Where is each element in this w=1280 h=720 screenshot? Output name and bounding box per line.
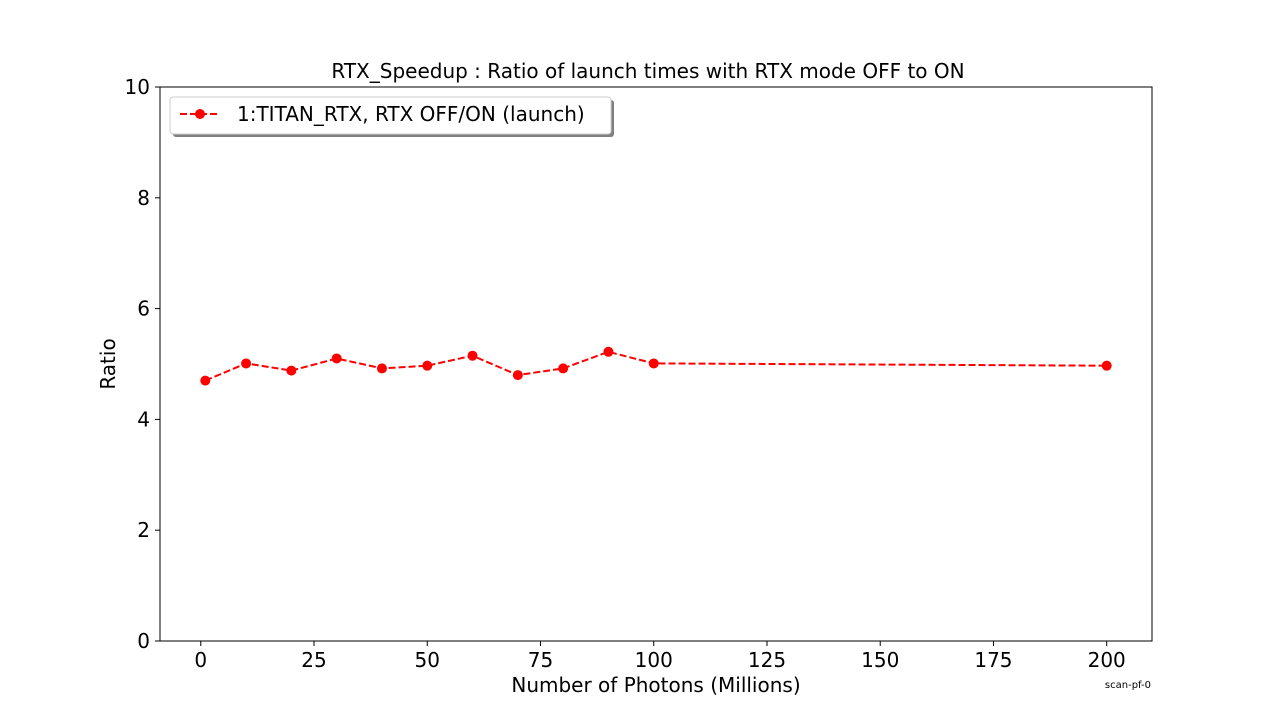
legend-label: 1:TITAN_RTX, RTX OFF/ON (launch)	[237, 102, 585, 126]
legend-box	[169, 96, 612, 135]
series-line	[204, 350, 1107, 382]
data-point	[200, 375, 211, 386]
y-axis-label: Ratio	[96, 338, 120, 389]
y-tick-label: 4	[137, 407, 150, 431]
data-point	[467, 350, 478, 361]
x-tick-label: 125	[748, 648, 786, 672]
x-axis-label: Number of Photons (Millions)	[511, 673, 800, 697]
data-point	[376, 363, 387, 374]
chart-title: RTX_Speedup : Ratio of launch times with…	[331, 59, 964, 83]
series-layer	[200, 346, 1112, 386]
plot-area-frame	[159, 86, 1153, 642]
y-tick-label: 6	[137, 297, 150, 321]
data-point	[241, 358, 252, 369]
x-tick-label: 100	[635, 648, 673, 672]
x-tick-label: 150	[861, 648, 899, 672]
x-tick-label: 200	[1088, 648, 1126, 672]
x-tick-label: 25	[301, 648, 326, 672]
x-tick-label: 75	[528, 648, 553, 672]
data-point	[603, 346, 614, 357]
x-tick-label: 50	[415, 648, 440, 672]
y-tick-label: 2	[137, 518, 150, 542]
data-point	[558, 363, 569, 374]
y-tick-label: 10	[125, 75, 150, 99]
data-point	[331, 353, 342, 364]
data-point	[286, 365, 297, 376]
legend: 1:TITAN_RTX, RTX OFF/ON (launch)	[169, 96, 614, 137]
axis-ticks: 0 25 50 75 100 125 150 175 200 0 2 4 6 8 10	[125, 75, 1126, 672]
x-tick-label: 0	[194, 648, 207, 672]
legend-marker-swatch	[195, 109, 205, 119]
y-tick-label: 0	[137, 629, 150, 653]
y-tick-label: 8	[137, 186, 150, 210]
data-point	[1101, 360, 1112, 371]
data-point	[512, 370, 523, 381]
footer-tag: scan-pf-0	[1105, 680, 1151, 691]
x-tick-label: 175	[974, 648, 1012, 672]
data-point	[648, 358, 659, 369]
data-point	[422, 360, 433, 371]
